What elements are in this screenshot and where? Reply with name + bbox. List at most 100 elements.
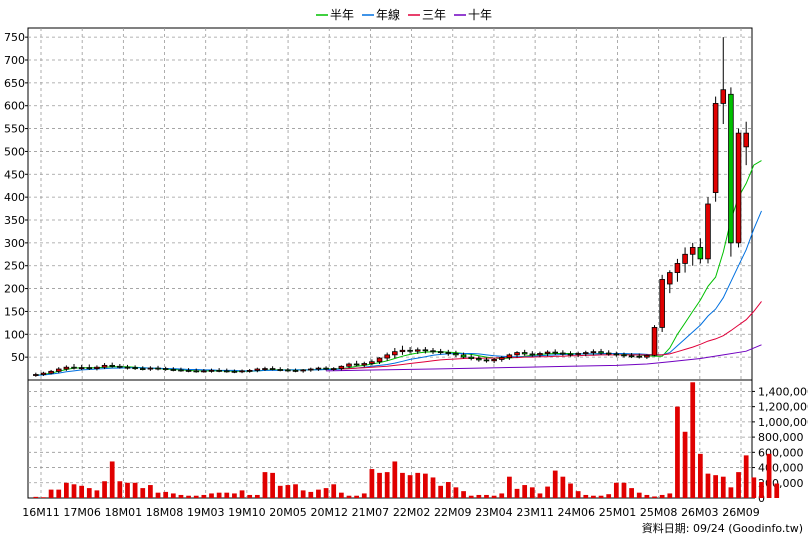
volume-bar bbox=[64, 482, 69, 498]
price-tick-label: 550 bbox=[4, 123, 25, 136]
x-tick-label: 25M08 bbox=[640, 506, 678, 519]
candle bbox=[705, 197, 711, 264]
legend: 半年 年線 三年 十年 bbox=[316, 7, 492, 22]
volume-bar bbox=[652, 496, 657, 498]
volume-bar bbox=[369, 469, 375, 498]
candle bbox=[453, 350, 459, 358]
candle bbox=[735, 128, 742, 248]
candle bbox=[445, 349, 452, 356]
candle bbox=[300, 369, 306, 373]
grid-lines bbox=[28, 28, 752, 498]
volume-bar bbox=[377, 472, 382, 498]
volume-bar bbox=[644, 494, 650, 498]
candle bbox=[651, 325, 658, 357]
candle bbox=[644, 354, 650, 359]
volume-bar bbox=[209, 493, 214, 498]
price-tick-label: 650 bbox=[4, 77, 25, 90]
volume-bar bbox=[346, 495, 352, 498]
volume-bar bbox=[575, 491, 581, 498]
candle bbox=[262, 366, 268, 371]
volume-bar bbox=[407, 475, 413, 498]
volume-bar bbox=[606, 494, 612, 498]
volume-bar bbox=[568, 483, 573, 498]
candle bbox=[521, 349, 528, 356]
volume-bars bbox=[33, 382, 780, 498]
volume-bar bbox=[392, 461, 398, 498]
candle bbox=[109, 362, 115, 368]
volume-bar bbox=[461, 491, 466, 498]
price-tick-label: 600 bbox=[4, 100, 25, 113]
volume-bar bbox=[239, 490, 245, 498]
candle bbox=[628, 353, 635, 359]
candle bbox=[201, 369, 207, 373]
x-tick-label: 20M05 bbox=[269, 506, 307, 519]
candle bbox=[468, 354, 474, 361]
volume-bar bbox=[537, 493, 543, 498]
x-tick-label: 23M11 bbox=[516, 506, 554, 519]
candle bbox=[514, 351, 520, 358]
volume-bar bbox=[400, 472, 405, 498]
price-tick-label: 200 bbox=[4, 283, 25, 296]
volume-bar bbox=[476, 494, 482, 498]
volume-bar bbox=[591, 495, 596, 498]
candle bbox=[460, 352, 467, 359]
candle bbox=[224, 368, 230, 373]
candle bbox=[369, 359, 375, 366]
volume-bar bbox=[247, 494, 253, 498]
x-tick-label: 20M12 bbox=[310, 506, 348, 519]
data-date-label: 資料日期: 09/24 (Goodinfo.tw) bbox=[642, 521, 803, 535]
volume-bar bbox=[338, 492, 344, 498]
volume-bar bbox=[484, 494, 489, 498]
x-tick-label: 25M01 bbox=[599, 506, 637, 519]
volume-bar bbox=[751, 477, 757, 498]
price-tick-label: 700 bbox=[4, 54, 25, 67]
volume-bar bbox=[48, 489, 54, 498]
candle bbox=[537, 351, 543, 358]
volume-bar bbox=[33, 496, 39, 498]
candle bbox=[636, 353, 643, 359]
volume-bar bbox=[308, 491, 314, 498]
candle bbox=[483, 357, 490, 363]
volume-bar bbox=[193, 495, 199, 498]
candle bbox=[575, 351, 581, 358]
volume-tick-label: 1,000,000 bbox=[758, 416, 808, 429]
volume-bar bbox=[71, 484, 77, 498]
x-tick-label: 26M03 bbox=[681, 506, 719, 519]
price-tick-label: 750 bbox=[4, 31, 25, 44]
volume-bar bbox=[102, 481, 107, 498]
x-tick-label: 26M09 bbox=[722, 506, 760, 519]
price-tick-label: 50 bbox=[11, 351, 25, 364]
volume-bar bbox=[201, 494, 207, 498]
volume-bar bbox=[774, 483, 780, 498]
volume-tick-label: 1,200,000 bbox=[758, 401, 808, 414]
volume-tick-label: 600,000 bbox=[758, 446, 804, 459]
candle bbox=[476, 356, 482, 362]
candle bbox=[407, 347, 413, 354]
candlesticks bbox=[33, 37, 749, 377]
candle bbox=[40, 371, 47, 376]
volume-bar bbox=[514, 488, 520, 498]
volume-bar bbox=[41, 497, 46, 498]
legend-label-0: 半年 bbox=[330, 8, 354, 22]
volume-tick-label: 1,400,000 bbox=[758, 385, 808, 398]
volume-bar bbox=[529, 487, 535, 498]
volume-bar bbox=[361, 493, 367, 498]
price-tick-label: 450 bbox=[4, 168, 25, 181]
volume-bar bbox=[629, 488, 634, 498]
candle bbox=[338, 365, 345, 371]
candle bbox=[659, 274, 665, 332]
volume-bar bbox=[613, 482, 619, 498]
volume-bar bbox=[232, 493, 237, 498]
price-tick-label: 350 bbox=[4, 214, 25, 227]
legend-label-3: 十年 bbox=[468, 8, 492, 22]
candle bbox=[605, 350, 612, 356]
candle bbox=[86, 364, 93, 370]
candle bbox=[78, 364, 85, 370]
x-axis: 16M11 17M06 18M01 18M08 19M03 19M10 20M05 20M12… bbox=[22, 506, 760, 519]
candle bbox=[376, 357, 383, 364]
candle bbox=[254, 367, 261, 373]
volume-bar bbox=[148, 485, 153, 498]
candle bbox=[315, 366, 322, 371]
volume-bar bbox=[552, 470, 558, 498]
